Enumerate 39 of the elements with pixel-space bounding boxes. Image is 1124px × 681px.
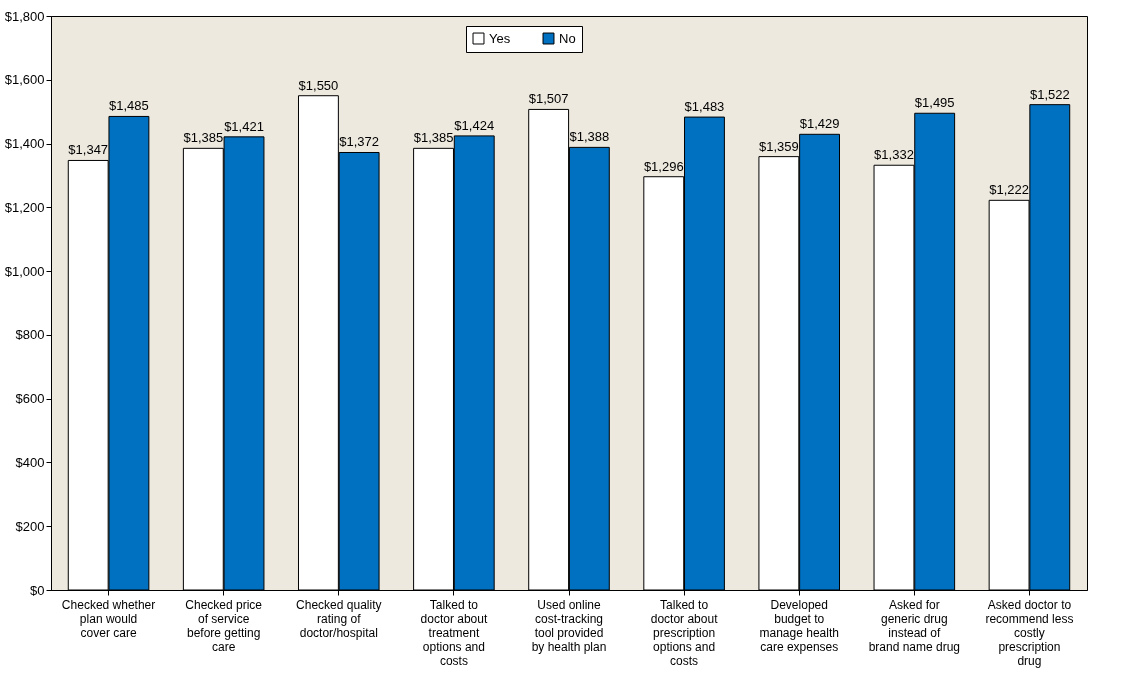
x-tick-label: Talked to doctor about prescription options and costs [650, 597, 719, 668]
y-tick-label: $1,200 [4, 199, 45, 215]
x-tick-label: Used online cost-tracking tool provided by health plan [531, 597, 607, 654]
y-tick-label: $800 [15, 327, 45, 343]
x-tick-label: Checked price of service before getting care [185, 597, 263, 654]
data-label: $1,495 [914, 95, 955, 111]
x-tick-label: Talked to doctor about treatment options and costs [420, 597, 488, 668]
data-label: $1,222 [989, 182, 1029, 198]
data-label: $1,550 [298, 77, 339, 93]
y-tick-label: $1,800 [4, 8, 45, 24]
y-tick-label: $200 [15, 518, 45, 534]
data-label: $1,385 [183, 130, 224, 146]
data-label: $1,372 [339, 134, 380, 150]
x-tick-label: Asked doctor to recommend less costly prescription drug [985, 597, 1074, 668]
data-label: $1,424 [454, 117, 495, 133]
x-tick-label: Checked quality rating of doctor/hospital [296, 597, 382, 640]
data-label: $1,507 [528, 91, 569, 107]
data-label: $1,388 [569, 129, 610, 145]
y-tick-label: $600 [15, 391, 45, 407]
data-label: $1,385 [413, 130, 454, 146]
y-tick-label: $400 [15, 454, 45, 470]
y-tick-label: $1,600 [4, 72, 45, 88]
legend-label: No [559, 30, 576, 46]
data-label: $1,483 [684, 99, 725, 115]
data-label: $1,485 [109, 98, 149, 114]
x-tick-label: Developed budget to manage health care expenses [759, 597, 839, 654]
y-tick-label: $1,400 [4, 136, 45, 152]
x-tick-label: Checked whether plan would cover care [61, 597, 156, 640]
data-label: $1,347 [68, 142, 109, 158]
data-label: $1,359 [758, 138, 799, 154]
data-label: $1,296 [643, 158, 684, 174]
legend-label: Yes [489, 30, 511, 46]
data-label: $1,522 [1029, 86, 1070, 102]
data-label: $1,429 [799, 116, 840, 132]
data-label: $1,332 [874, 147, 914, 163]
data-label: $1,421 [224, 118, 264, 134]
x-tick-label: Asked for generic drug instead of brand name drug [868, 597, 961, 654]
y-tick-label: $0 [30, 582, 45, 598]
y-tick-label: $1,000 [4, 263, 45, 279]
